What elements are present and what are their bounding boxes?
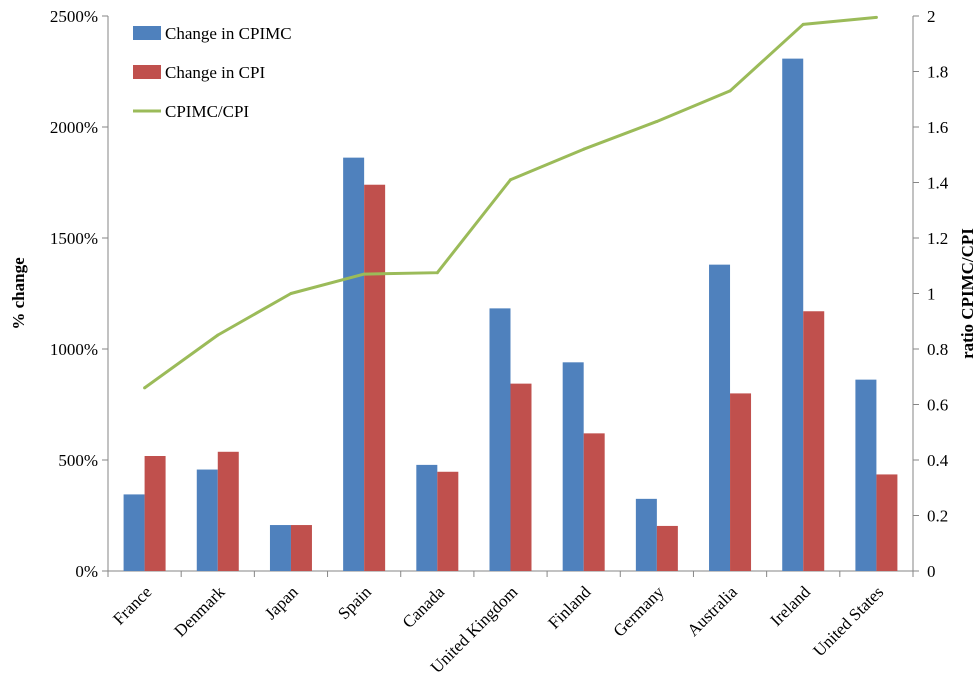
- legend-label: Change in CPIMC: [165, 24, 292, 43]
- bar-cpi: [583, 433, 605, 571]
- line-point: [362, 272, 366, 276]
- right-axis-title: ratio CPIMC/CPI: [958, 228, 977, 359]
- right-tick-label: 0.2: [927, 507, 948, 526]
- bar-cpimc: [196, 469, 218, 571]
- x-category-label: United States: [809, 582, 887, 660]
- bar-cpimc: [635, 498, 657, 571]
- left-axis-title: % change: [9, 257, 28, 330]
- bar-cpimc: [782, 58, 804, 571]
- right-tick-label: 1: [927, 285, 936, 304]
- bar-cpimc: [489, 308, 511, 571]
- bar-cpi: [656, 525, 678, 571]
- x-category-label: Denmark: [170, 582, 229, 641]
- left-tick-label: 1000%: [50, 340, 98, 359]
- line-point: [216, 333, 220, 337]
- bar-cpi: [217, 451, 239, 571]
- x-category-label: Canada: [399, 582, 449, 632]
- left-tick-label: 500%: [58, 451, 98, 470]
- x-category-label: Japan: [261, 582, 302, 623]
- line-point: [289, 292, 293, 295]
- bar-cpi: [510, 383, 532, 571]
- right-tick-label: 0: [927, 562, 936, 581]
- legend-swatch-cpimc: [133, 26, 161, 40]
- bar-cpimc: [416, 464, 438, 571]
- left-tick-label: 0%: [75, 562, 98, 581]
- bar-cpimc: [269, 525, 291, 571]
- line-point: [655, 119, 659, 123]
- line-point: [728, 89, 732, 93]
- right-tick-label: 0.6: [927, 396, 948, 415]
- left-tick-label: 2000%: [50, 118, 98, 137]
- right-tick-label: 2: [927, 7, 936, 26]
- line-point: [874, 15, 878, 19]
- bar-cpi: [364, 184, 386, 571]
- x-category-label: France: [109, 582, 155, 628]
- legend-label: CPIMC/CPI: [165, 102, 249, 121]
- legend-swatch-cpi: [133, 65, 161, 79]
- left-tick-label: 2500%: [50, 7, 98, 26]
- right-tick-label: 1.4: [927, 174, 949, 193]
- bar-cpimc: [562, 362, 584, 571]
- right-tick-label: 1.8: [927, 63, 948, 82]
- bar-cpi: [803, 311, 825, 571]
- bar-cpi: [437, 471, 459, 571]
- left-tick-label: 1500%: [50, 229, 98, 248]
- x-category-label: Germany: [610, 582, 669, 641]
- line-point: [143, 386, 147, 390]
- line-point: [435, 271, 439, 275]
- x-category-label: Ireland: [767, 582, 815, 630]
- line-point: [582, 147, 586, 151]
- right-tick-label: 1.6: [927, 118, 948, 137]
- x-category-label: Australia: [683, 582, 741, 640]
- right-tick-label: 0.8: [927, 340, 948, 359]
- legend-label: Change in CPI: [165, 63, 265, 82]
- bar-cpi: [290, 525, 312, 571]
- line-point: [801, 22, 805, 26]
- x-category-label: Finland: [544, 582, 595, 633]
- bar-cpi: [144, 456, 166, 571]
- right-tick-label: 1.2: [927, 229, 948, 248]
- bar-cpi: [876, 474, 898, 571]
- right-tick-label: 0.4: [927, 451, 949, 470]
- bar-cpimc: [709, 264, 731, 571]
- bar-cpimc: [855, 379, 877, 571]
- line-point: [509, 178, 512, 182]
- bar-cpi: [730, 393, 752, 571]
- bar-cpimc: [343, 157, 365, 572]
- x-category-label: Spain: [334, 582, 375, 623]
- bar-cpimc: [123, 494, 145, 571]
